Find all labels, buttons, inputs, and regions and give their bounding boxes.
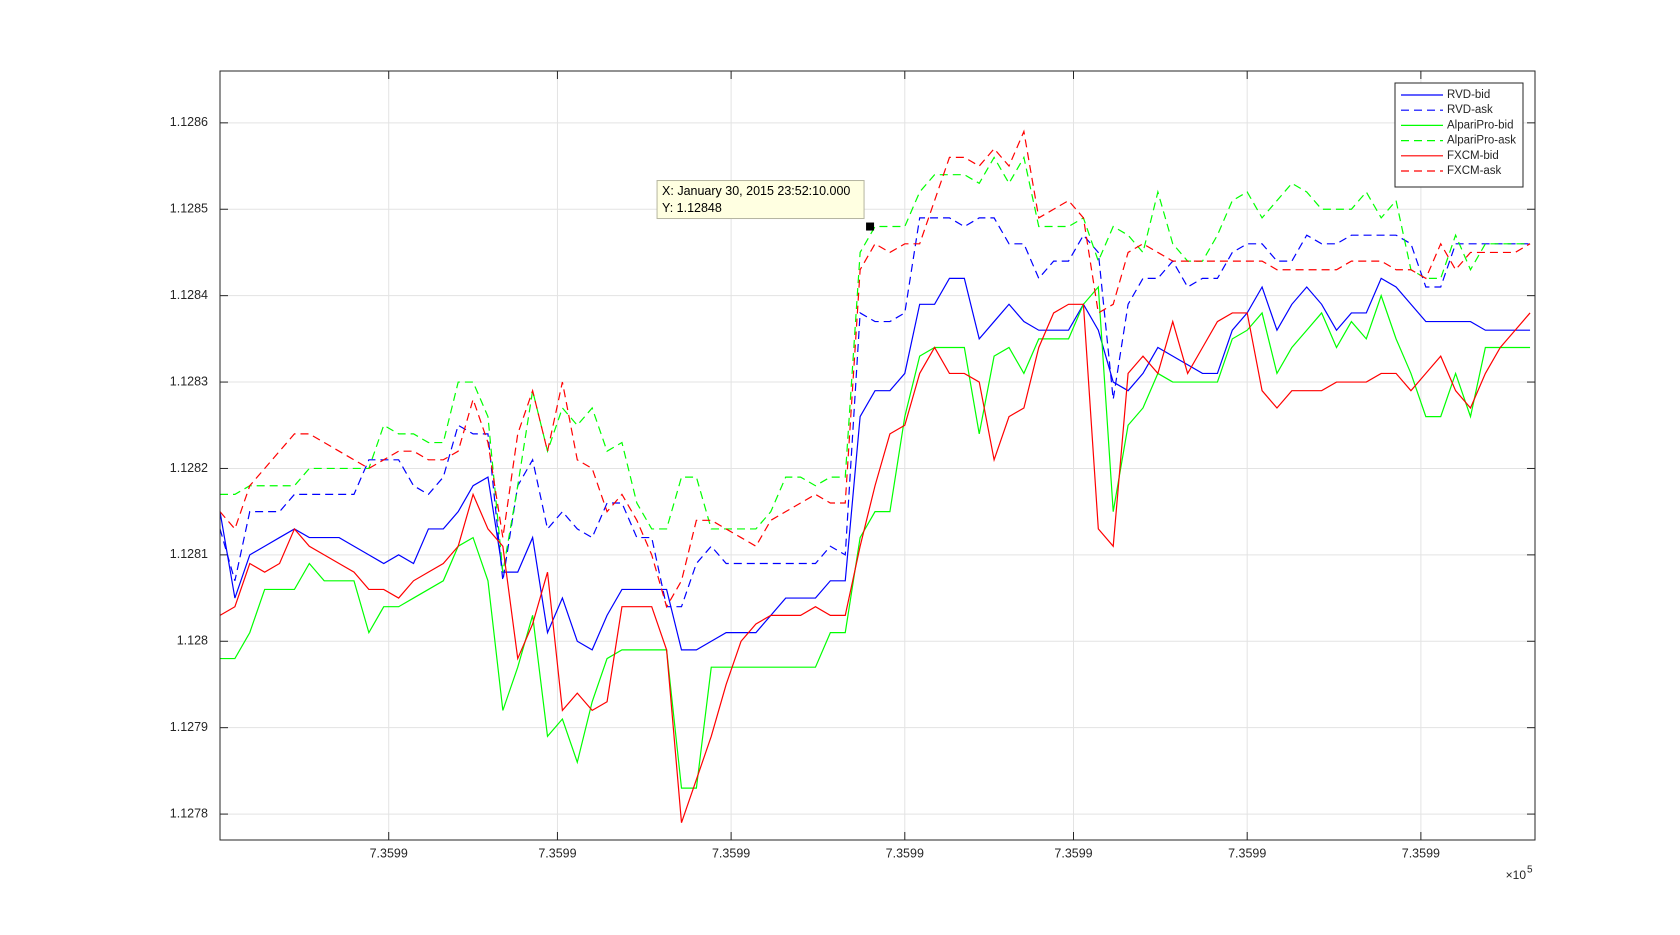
series-line — [219, 129, 1531, 609]
legend-label: FXCM-ask — [1447, 165, 1502, 177]
legend-box — [1394, 82, 1524, 188]
datatip-box — [656, 180, 865, 220]
x-exponent: 5 — [1527, 865, 1533, 876]
datatip: X: January 30, 2015 23:52:10.000 Y: 1.128… — [656, 180, 875, 231]
axes-box — [219, 70, 1536, 841]
datatip-text: X: January 30, 2015 23:52:10.000 — [662, 184, 850, 198]
legend: RVD-bid RVD-ask AlpariPro-bid AlpariPro-ask… — [1394, 82, 1524, 188]
x-tick-label: 7.3599 — [1402, 846, 1440, 860]
y-tick-label: 1.1278 — [170, 806, 208, 820]
y-tick-label: 1.1286 — [170, 115, 208, 129]
x-tick-label: 7.3599 — [1228, 846, 1266, 860]
y-tick-label: 1.1279 — [170, 720, 208, 734]
x-tick-label: 7.3599 — [886, 846, 924, 860]
legend-label: FXCM-bid — [1447, 150, 1499, 162]
legend-label: AlpariPro-ask — [1447, 135, 1516, 147]
x-tick-label: 7.3599 — [538, 846, 576, 860]
series-line — [219, 303, 1531, 823]
series-line — [220, 285, 1531, 789]
datatip-marker — [866, 222, 875, 231]
legend-label: RVD-bid — [1447, 89, 1490, 101]
x-tick-label: 7.3599 — [712, 846, 750, 860]
y-tick-label: 1.1281 — [170, 547, 208, 561]
legend-label: AlpariPro-bid — [1447, 119, 1513, 131]
y-tick-label: 1.1285 — [170, 202, 208, 216]
y-tick-label: 1.1283 — [170, 374, 208, 388]
x-multiplier: ×10 — [1506, 868, 1527, 882]
x-tick-label: 7.3599 — [370, 846, 408, 860]
datatip-text: Y: 1.12848 — [662, 201, 722, 215]
legend-label: RVD-ask — [1447, 104, 1493, 116]
y-tick-label: 1.1282 — [170, 461, 208, 475]
series-line — [220, 155, 1531, 573]
y-tick-label: 1.1284 — [170, 288, 208, 302]
series-line — [219, 277, 1531, 651]
y-tick-label: 1.128 — [177, 634, 208, 648]
series-line — [219, 217, 1531, 608]
x-tick-label: 7.3599 — [1054, 846, 1092, 860]
